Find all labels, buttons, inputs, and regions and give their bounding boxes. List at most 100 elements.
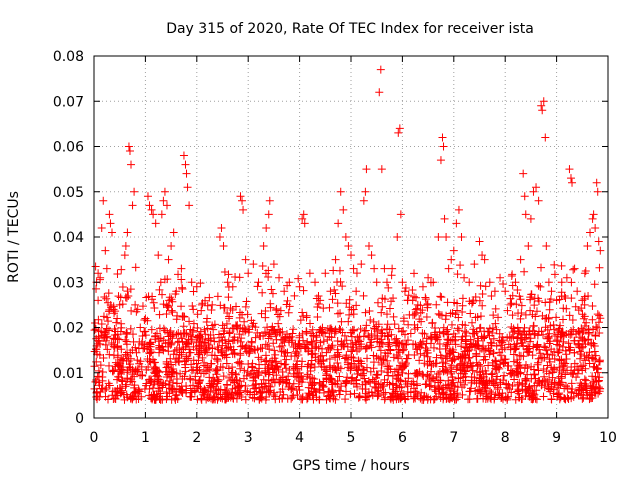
- data-point: [95, 381, 104, 390]
- data-point: [319, 329, 328, 338]
- data-point: [327, 333, 336, 342]
- data-point: [218, 351, 227, 360]
- data-point: [217, 346, 226, 355]
- data-point: [446, 390, 455, 399]
- data-point: [269, 260, 278, 269]
- data-point: [169, 368, 178, 377]
- data-point: [499, 371, 508, 380]
- data-point: [123, 228, 132, 237]
- data-point: [186, 384, 195, 393]
- data-point: [318, 351, 327, 360]
- data-point: [497, 356, 506, 365]
- data-point: [514, 386, 523, 395]
- data-point: [372, 383, 381, 392]
- data-point: [556, 332, 565, 341]
- data-point: [293, 344, 302, 353]
- data-point: [216, 362, 225, 371]
- data-point: [435, 340, 444, 349]
- data-point: [408, 285, 417, 294]
- data-point: [142, 365, 151, 374]
- data-point: [196, 279, 205, 288]
- data-point: [569, 325, 578, 334]
- data-point: [294, 350, 303, 359]
- data-point: [242, 297, 251, 306]
- data-point: [117, 265, 126, 274]
- data-point: [247, 337, 256, 346]
- data-point: [185, 201, 194, 210]
- data-point: [539, 97, 548, 106]
- data-point: [442, 352, 451, 361]
- data-point: [213, 366, 222, 375]
- data-point: [580, 269, 589, 278]
- data-point: [218, 336, 227, 345]
- data-point: [528, 351, 537, 360]
- data-point: [177, 387, 186, 396]
- data-point: [436, 292, 445, 301]
- data-point: [520, 323, 529, 332]
- data-point: [193, 382, 202, 391]
- data-point: [244, 359, 253, 368]
- data-point: [189, 365, 198, 374]
- data-point: [561, 382, 570, 391]
- data-point: [228, 375, 237, 384]
- data-point: [471, 293, 480, 302]
- data-point: [315, 386, 324, 395]
- data-point: [443, 325, 452, 334]
- data-point: [430, 385, 439, 394]
- data-point: [467, 376, 476, 385]
- data-point: [374, 354, 383, 363]
- data-point: [534, 327, 543, 336]
- data-point: [579, 393, 588, 402]
- data-point: [393, 383, 402, 392]
- data-point: [224, 314, 233, 323]
- data-point: [429, 278, 438, 287]
- data-point: [122, 328, 131, 337]
- data-point: [96, 340, 105, 349]
- data-point: [200, 338, 209, 347]
- data-point: [126, 285, 135, 294]
- data-point: [517, 333, 526, 342]
- data-point: [289, 342, 298, 351]
- data-point: [491, 319, 500, 328]
- data-point: [548, 368, 557, 377]
- data-point: [499, 359, 508, 368]
- data-point: [445, 384, 454, 393]
- data-point: [145, 349, 154, 358]
- data-point: [507, 388, 516, 397]
- data-point: [220, 324, 229, 333]
- data-point: [303, 337, 312, 346]
- data-point: [480, 352, 489, 361]
- data-point: [514, 393, 523, 402]
- data-point: [578, 310, 587, 319]
- data-point: [237, 334, 246, 343]
- data-point: [315, 328, 324, 337]
- data-point: [434, 233, 443, 241]
- data-point: [461, 335, 470, 344]
- data-point: [478, 290, 487, 299]
- data-point: [472, 349, 481, 358]
- data-point: [534, 196, 543, 205]
- data-point: [393, 338, 402, 347]
- data-point: [258, 261, 267, 270]
- data-point: [140, 327, 149, 336]
- data-point: [557, 261, 566, 270]
- data-point: [192, 345, 201, 354]
- data-point: [315, 395, 324, 404]
- data-point: [336, 309, 345, 318]
- data-point: [458, 320, 467, 329]
- data-point: [182, 356, 191, 365]
- data-point: [569, 265, 578, 274]
- data-point: [340, 331, 349, 340]
- data-point: [498, 389, 507, 398]
- data-point: [393, 392, 402, 401]
- data-point: [314, 357, 323, 366]
- data-point: [135, 387, 144, 396]
- data-point: [333, 309, 342, 318]
- data-point: [283, 296, 292, 305]
- data-point: [345, 295, 354, 304]
- data-point: [254, 368, 263, 377]
- data-point: [182, 339, 191, 348]
- data-point: [229, 336, 238, 345]
- data-point: [207, 359, 216, 368]
- data-point: [454, 326, 463, 335]
